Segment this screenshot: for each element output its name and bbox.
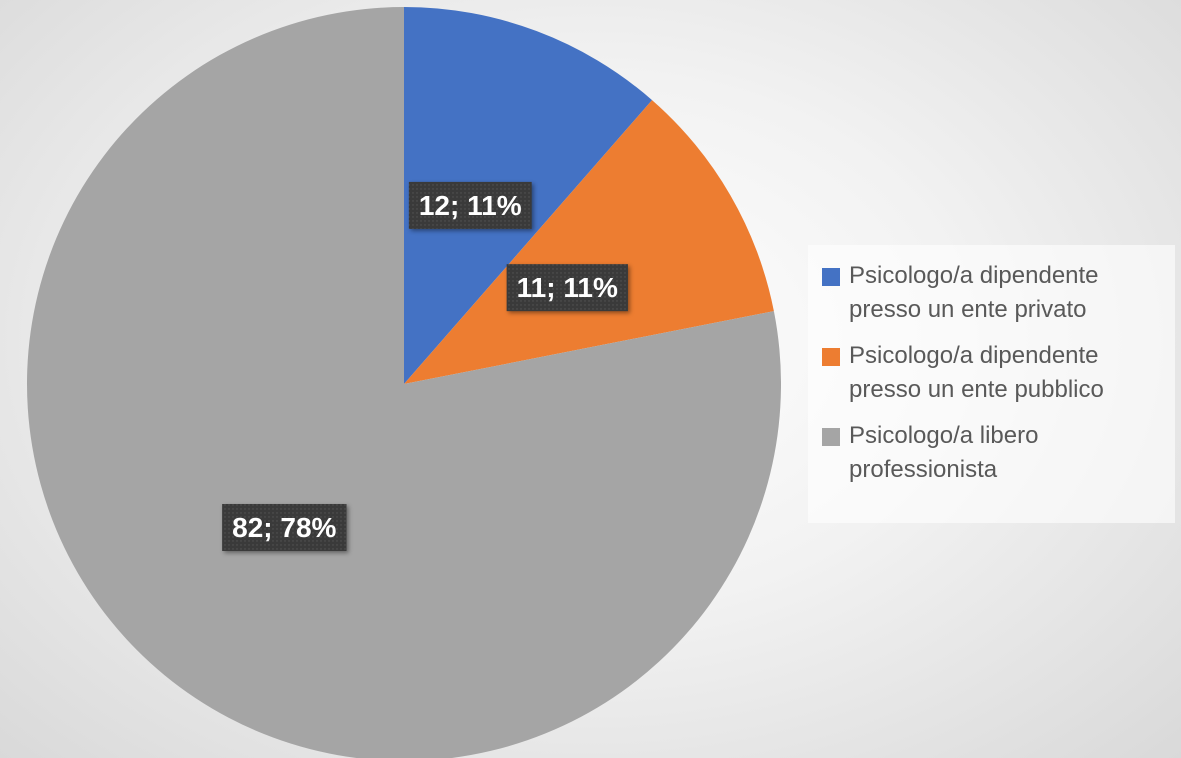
legend-label: Psicologo/a libero professionista <box>849 422 1039 483</box>
data-label-group: 82; 78% <box>222 503 347 551</box>
legend-swatch <box>822 348 840 366</box>
legend-item: Psicologo/a libero professionista <box>822 419 1165 487</box>
legend-label: Psicologo/a dipendente presso un ente pr… <box>849 262 1099 323</box>
legend-label: Psicologo/a dipendente presso un ente pu… <box>849 342 1104 403</box>
legend-item: Psicologo/a dipendente presso un ente pu… <box>822 339 1165 407</box>
pie-slice <box>27 7 781 758</box>
data-label-group: 12; 11% <box>408 181 532 229</box>
legend: Psicologo/a dipendente presso un ente pr… <box>808 245 1175 523</box>
data-label: 82; 78% <box>232 512 336 543</box>
pie-slice <box>404 100 774 385</box>
data-label-box <box>222 503 347 551</box>
data-label-group: 11; 11% <box>506 264 628 312</box>
data-label-box <box>408 181 532 229</box>
data-label-box <box>506 264 628 312</box>
legend-swatch <box>822 268 840 286</box>
legend-swatch <box>822 428 840 446</box>
data-label: 11; 11% <box>517 272 618 303</box>
data-label: 12; 11% <box>419 190 522 221</box>
legend-item: Psicologo/a dipendente presso un ente pr… <box>822 259 1165 327</box>
